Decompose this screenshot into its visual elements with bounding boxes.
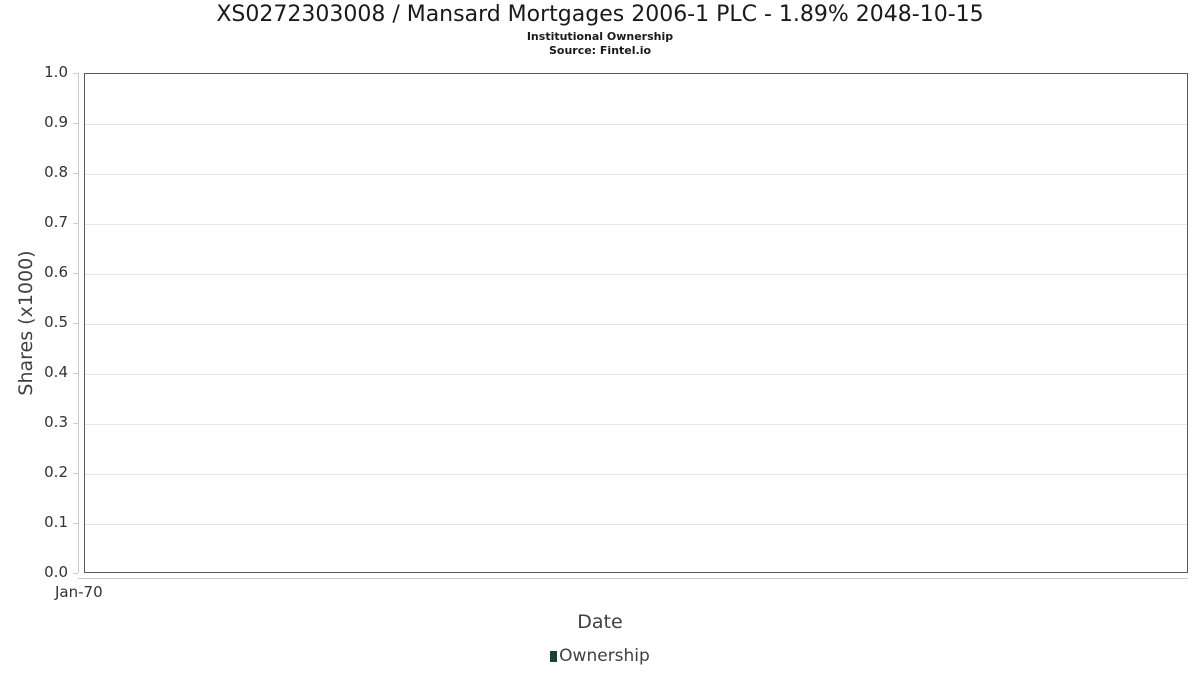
chart-title-block: XS0272303008 / Mansard Mortgages 2006-1 …	[0, 0, 1200, 58]
y-axis-tick-label: 0.6	[44, 263, 68, 281]
y-axis-tickmark	[73, 523, 78, 524]
y-axis-tick-label: 0.1	[44, 513, 68, 531]
y-axis-tickmark	[73, 323, 78, 324]
y-axis-tick-label: 0.7	[44, 213, 68, 231]
gridline	[85, 524, 1187, 525]
y-axis-tick-label: 0.3	[44, 413, 68, 431]
gridline	[85, 424, 1187, 425]
y-axis-tickmark	[73, 573, 78, 574]
chart-source-attribution: Source: Fintel.io	[548, 44, 652, 57]
y-axis-tickmark	[73, 273, 78, 274]
gridline	[85, 474, 1187, 475]
y-axis-tick-label: 0.5	[44, 313, 68, 331]
y-axis-tick-label: 0.2	[44, 463, 68, 481]
legend-item-label: Ownership	[559, 646, 650, 666]
x-axis-spine	[78, 578, 1188, 579]
gridline	[85, 174, 1187, 175]
y-axis-tickmark	[73, 73, 78, 74]
gridline	[85, 324, 1187, 325]
gridline	[85, 374, 1187, 375]
gridline	[85, 124, 1187, 125]
x-axis-title: Date	[577, 611, 623, 633]
y-axis-tick-label: 0.4	[44, 363, 68, 381]
y-axis-tick-label: 1.0	[44, 63, 68, 81]
page-title: XS0272303008 / Mansard Mortgages 2006-1 …	[216, 2, 984, 27]
y-axis-tick-labels: 1.0 0.9 0.8 0.7 0.6 0.5 0.4 0.3 0.2 0.1 0.0	[0, 0, 68, 675]
legend-item[interactable]: Ownership	[550, 646, 650, 666]
chart-legend: Ownership	[0, 646, 1200, 666]
y-axis-tickmark	[73, 123, 78, 124]
y-axis-tickmark	[73, 373, 78, 374]
y-axis-tick-label: 0.8	[44, 163, 68, 181]
chart-subtitle: Institutional Ownership	[526, 30, 674, 43]
y-axis-tickmark	[73, 473, 78, 474]
y-axis-tick-label: 0.9	[44, 113, 68, 131]
legend-swatch-icon	[550, 650, 558, 662]
gridline	[85, 274, 1187, 275]
y-axis-spine	[78, 73, 79, 573]
series-plot-canvas	[85, 74, 1187, 572]
y-axis-tickmark	[73, 173, 78, 174]
x-axis-tick-labels: Jan-70	[0, 583, 1200, 607]
y-axis-tickmark	[73, 423, 78, 424]
y-axis-title: Shares (x1000)	[15, 250, 37, 396]
x-axis-tick-label: Jan-70	[55, 583, 103, 601]
y-axis-tickmark	[73, 223, 78, 224]
y-axis-tick-label: 0.0	[44, 563, 68, 581]
plot-area	[84, 73, 1188, 573]
gridline	[85, 224, 1187, 225]
